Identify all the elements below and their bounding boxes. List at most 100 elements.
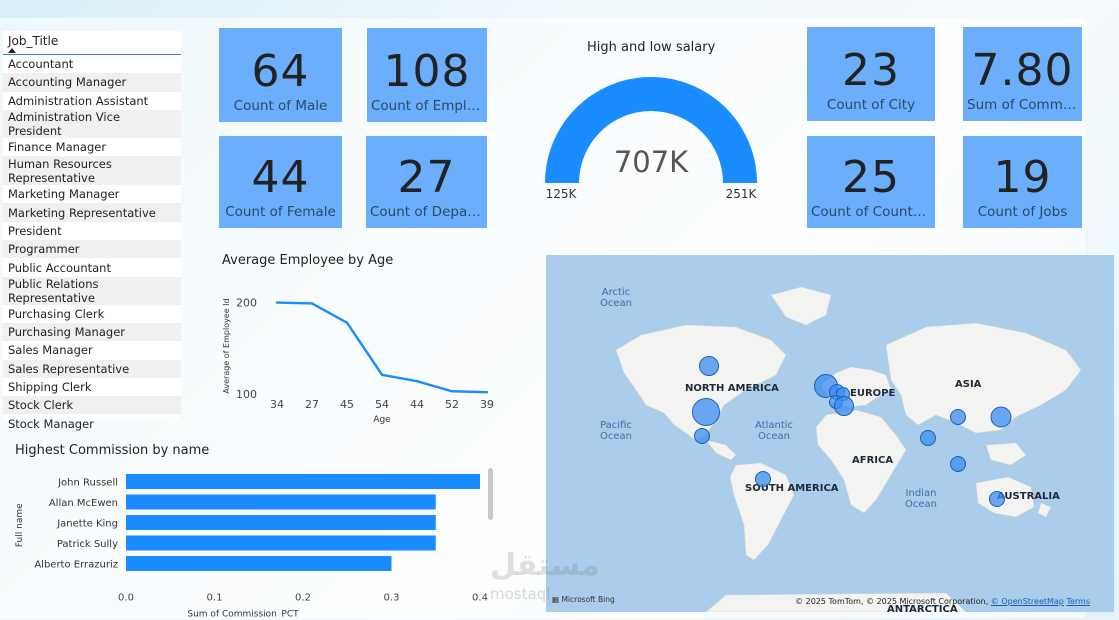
ocean-label-line: Ocean — [600, 298, 632, 309]
slicer-item[interactable]: President — [8, 223, 62, 238]
data-point — [415, 380, 419, 383]
continent-label: SOUTH AMERICA — [745, 483, 839, 494]
osm-link[interactable]: © OpenStreetMap — [990, 597, 1064, 606]
bar — [126, 474, 480, 489]
ocean-label: Indian Ocean — [901, 488, 941, 510]
slicer-item[interactable]: Administration Assistant — [8, 93, 149, 108]
world-map[interactable]: Arctic Ocean Pacific Ocean Atlantic Ocean Indi… — [546, 255, 1114, 612]
x-tick-label: 45 — [340, 398, 354, 411]
location-bubble[interactable] — [694, 428, 710, 444]
ocean-label-line: Ocean — [905, 499, 937, 510]
bar — [126, 535, 436, 551]
slicer-item[interactable]: Accounting Manager — [3, 73, 181, 92]
gauge-min-label: 125K — [546, 187, 578, 201]
slicer-item[interactable]: Sales Representative — [3, 359, 181, 378]
location-bubble[interactable] — [990, 406, 1012, 428]
bar-chart[interactable]: John Russell Allan McEwen Janette King Patr… — [8, 462, 498, 617]
y-axis-label: Full name — [15, 503, 25, 547]
x-axis-label: Age — [373, 415, 391, 425]
kpi-value: 19 — [993, 152, 1052, 203]
slicer-item[interactable]: Marketing Representative — [3, 203, 181, 222]
location-bubble[interactable] — [920, 430, 936, 446]
y-tick-label: 200 — [236, 297, 257, 310]
ocean-label-line: Atlantic — [754, 420, 794, 431]
kpi-value: 44 — [251, 152, 310, 203]
gauge-max-label: 251K — [726, 187, 758, 201]
salary-gauge[interactable]: 707K 125K 251K — [540, 66, 770, 206]
kpi-card-countries[interactable]: 25 Count of Countries — [807, 136, 935, 228]
location-bubble[interactable] — [755, 471, 771, 487]
x-tick-label: 54 — [375, 398, 389, 411]
kpi-value: 23 — [842, 45, 900, 96]
slicer-item[interactable]: Stock Manager — [8, 416, 94, 431]
ocean-label-line: Ocean — [600, 431, 632, 442]
kpi-card-female[interactable]: 44 Count of Female — [219, 136, 342, 228]
bar-category-label: Alberto Errazuriz — [34, 560, 118, 571]
kpi-card-city[interactable]: 23 Count of City — [807, 27, 935, 121]
location-bubble[interactable] — [692, 398, 720, 426]
slicer-item[interactable]: Finance Manager — [8, 140, 107, 155]
kpi-card-commission[interactable]: 7.80 Sum of Commission_PCT — [963, 27, 1082, 121]
ocean-label: Pacific Ocean — [596, 420, 636, 442]
continent-label: NORTH AMERICA — [685, 383, 779, 394]
bar-category-label: Janette King — [56, 519, 118, 530]
ocean-label: Atlantic Ocean — [754, 420, 794, 442]
location-bubble[interactable] — [989, 491, 1005, 507]
location-bubble[interactable] — [950, 456, 966, 472]
bar-chart-title: Highest Commission by name — [15, 443, 210, 458]
slicer-item[interactable]: Shipping Clerk — [8, 380, 92, 394]
line-series — [276, 301, 488, 394]
x-axis-label: Sum of Commission_PCT — [187, 610, 299, 618]
kpi-label: Count of Jobs — [977, 204, 1068, 220]
slicer-item[interactable]: Human Resources Representative — [3, 156, 181, 186]
x-tick-label: 0.0 — [118, 593, 134, 604]
kpi-label: Sum of Commission_PCT — [967, 97, 1082, 113]
bar-category-label: John Russell — [57, 478, 118, 489]
gauge-title: High and low salary — [587, 40, 716, 55]
slicer-item[interactable]: Sales Manager — [8, 343, 93, 358]
slicer-item[interactable]: Purchasing Manager — [3, 322, 181, 342]
kpi-card-employees[interactable]: 108 Count of Employees — [367, 28, 487, 122]
bar-chart-scrollbar[interactable] — [488, 468, 493, 520]
ocean-label-line: Pacific — [600, 420, 632, 431]
location-bubble[interactable] — [834, 396, 854, 416]
windows-icon: ▦ — [552, 595, 560, 604]
slicer-header[interactable]: Job_Title — [3, 31, 181, 55]
data-point — [485, 390, 489, 394]
location-bubble[interactable] — [950, 409, 966, 425]
slicer-item[interactable]: Programmer — [3, 240, 181, 259]
kpi-label: Count of City — [826, 97, 916, 113]
kpi-card-departments[interactable]: 27 Count of Departments — [366, 136, 487, 228]
bar-category-label: Allan McEwen — [49, 498, 118, 509]
x-tick-label: 0.2 — [295, 593, 311, 604]
kpi-value: 64 — [251, 46, 310, 97]
kpi-card-male[interactable]: 64 Count of Male — [219, 28, 342, 122]
continent-label: ANTARCTICA — [887, 604, 958, 612]
sort-ascending-icon[interactable] — [8, 48, 16, 53]
slicer-item[interactable]: Marketing Manager — [8, 187, 120, 202]
line-chart[interactable]: 100 200 Average of Employee Id 34 27 45 54 44 52… — [215, 272, 500, 432]
data-point — [380, 373, 384, 376]
terms-link[interactable]: Terms — [1066, 597, 1090, 606]
slicer-item[interactable]: Public Relations Representative — [3, 276, 181, 305]
slicer-item[interactable]: Administration Vice President — [3, 109, 181, 138]
ocean-label-line: Indian — [905, 488, 937, 499]
ocean-label: Arctic Ocean — [596, 287, 636, 309]
data-point — [345, 321, 349, 324]
kpi-label: Count of Female — [225, 204, 336, 220]
slicer-item[interactable]: Stock Clerk — [3, 396, 181, 415]
kpi-card-jobs[interactable]: 19 Count of Jobs — [963, 136, 1082, 228]
job-title-slicer[interactable]: Job_Title Accountant Accounting Manager Ad… — [3, 31, 181, 431]
gauge-value: 707K — [614, 145, 689, 179]
slicer-item[interactable]: Accountant — [8, 57, 74, 72]
kpi-value: 25 — [842, 152, 900, 203]
bar-category-label: Patrick Sully — [57, 539, 118, 550]
location-bubble[interactable] — [699, 356, 719, 376]
y-tick-label: 100 — [236, 388, 257, 401]
data-point — [275, 301, 279, 304]
x-tick-label: 52 — [445, 398, 459, 411]
slicer-item[interactable]: Purchasing Clerk — [8, 306, 105, 321]
slicer-item[interactable]: Public Accountant — [8, 260, 111, 275]
continent-label: AFRICA — [852, 455, 894, 466]
